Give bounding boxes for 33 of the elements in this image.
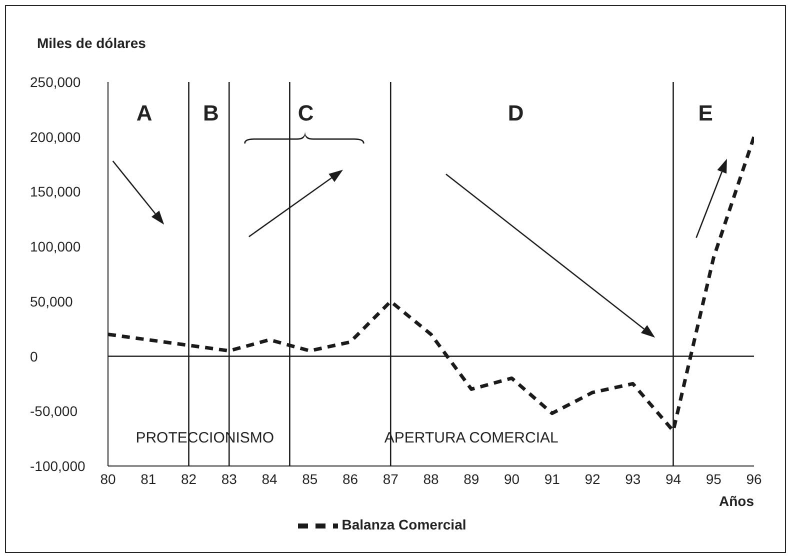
- x-tick-label: 81: [140, 470, 156, 487]
- x-tick-label: 92: [584, 470, 600, 487]
- y-tick-label: 100,000: [30, 238, 81, 255]
- y-tick-label: 200,000: [30, 128, 81, 145]
- y-tick-label: 250,000: [30, 74, 81, 90]
- y-axis-title: Miles de dólares: [37, 35, 146, 51]
- x-tick-label: 85: [302, 470, 318, 487]
- x-tick-label: 83: [221, 470, 238, 487]
- x-tick-label: 96: [746, 470, 762, 487]
- x-tick-label: 95: [706, 470, 722, 487]
- legend-label: Balanza Comercial: [342, 516, 466, 533]
- x-tick-label: 94: [665, 470, 682, 487]
- x-tick-label: 82: [180, 470, 197, 487]
- y-tick-label: -100,000: [30, 458, 86, 474]
- x-tick-label: 80: [100, 470, 116, 487]
- x-tick-label: 88: [423, 470, 439, 487]
- x-tick-label: 86: [342, 470, 358, 487]
- x-tick-label: 91: [544, 470, 560, 487]
- y-tick-label: -50,000: [30, 403, 78, 420]
- annotation: B: [203, 100, 219, 126]
- annotation: A: [136, 100, 152, 126]
- y-tick-label: 150,000: [30, 184, 81, 200]
- annotation: E: [698, 100, 713, 126]
- x-tick-label: 90: [504, 470, 520, 487]
- x-axis-title: Años: [719, 493, 754, 509]
- x-tick-label: 84: [262, 470, 278, 487]
- y-tick-label: 50,000: [30, 293, 74, 310]
- x-tick-label: 89: [464, 470, 480, 487]
- annotation: C: [298, 100, 314, 126]
- annotation: D: [508, 100, 524, 126]
- x-tick-label: 87: [382, 470, 399, 487]
- y-tick-label: 0: [30, 348, 38, 364]
- x-tick-label: 93: [625, 470, 641, 487]
